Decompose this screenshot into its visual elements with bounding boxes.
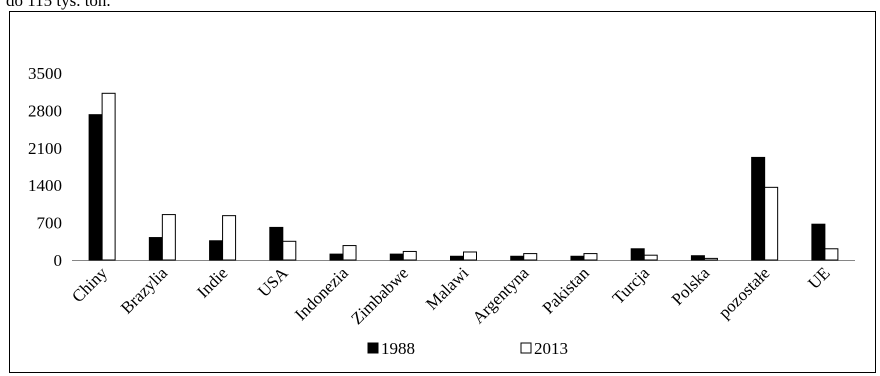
- category-label: pozostałe: [715, 263, 774, 322]
- bar-2013-Indonezia: [342, 245, 357, 261]
- legend-swatch-2013: [520, 342, 532, 354]
- legend-swatch-1988: [367, 342, 379, 354]
- bar-1988-pozostałe: [751, 156, 766, 261]
- bar-2013-Argentyna: [523, 253, 538, 261]
- category-label: Indie: [193, 263, 231, 301]
- bar-1988-USA: [269, 226, 284, 261]
- bar-2013-Brazylia: [161, 214, 176, 261]
- bar-2013-pozostałe: [764, 186, 779, 261]
- category-label: Brazylia: [117, 263, 171, 317]
- header-text: do 115 tys. ton.: [6, 0, 111, 10]
- category-label: Malawi: [422, 263, 472, 313]
- category-label: UE: [804, 263, 833, 292]
- y-tick-label: 3500: [28, 64, 62, 83]
- bar-1988-UE: [811, 223, 826, 261]
- bar-2013-Polska: [703, 257, 718, 261]
- y-tick-label: 700: [37, 214, 63, 233]
- category-label: Zimbabwe: [347, 263, 412, 328]
- bar-1988-Indonezia: [329, 253, 344, 261]
- bar-2013-Zimbabwe: [402, 250, 417, 261]
- bar-2013-Indie: [222, 215, 237, 261]
- bar-2013-UE: [824, 248, 839, 261]
- category-label: Polska: [668, 263, 714, 309]
- bar-chart: 0 700 1400 2100 2800 3500 Chiny Brazylia Indie U…: [28, 64, 855, 358]
- bar-2013-Chiny: [101, 92, 116, 261]
- bar-2013-Malawi: [463, 251, 477, 261]
- bar-2013-Pakistan: [583, 253, 598, 261]
- legend-label-1988: 1988: [381, 339, 415, 358]
- bar-1988-Polska: [690, 255, 705, 261]
- y-tick-label: 0: [54, 251, 63, 270]
- bar-1988-Turcja: [630, 248, 645, 261]
- bar-2013-Turcja: [643, 254, 658, 261]
- category-label: Turcja: [609, 263, 654, 308]
- category-label: Indonezia: [291, 263, 352, 324]
- category-label: Argentyna: [469, 263, 533, 327]
- category-label: Pakistan: [539, 263, 594, 318]
- bar-1988-Brazylia: [148, 237, 163, 261]
- bar-1988-Indie: [209, 240, 224, 261]
- bar-1988-Chiny: [88, 114, 103, 261]
- y-tick-label: 2800: [28, 101, 62, 120]
- bar-1988-Zimbabwe: [389, 253, 404, 261]
- y-tick-label: 1400: [28, 176, 62, 195]
- bar-1988-Pakistan: [570, 255, 585, 261]
- bar-1988-Argentyna: [510, 255, 525, 261]
- category-label: Chiny: [68, 263, 111, 306]
- chart-frame: 0 700 1400 2100 2800 3500 Chiny Brazylia Indie U…: [9, 11, 876, 373]
- y-tick-label: 2100: [28, 139, 62, 158]
- bar-1988-Malawi: [450, 255, 464, 261]
- legend-label-2013: 2013: [534, 339, 568, 358]
- category-label: USA: [254, 263, 292, 301]
- bar-2013-USA: [282, 240, 297, 261]
